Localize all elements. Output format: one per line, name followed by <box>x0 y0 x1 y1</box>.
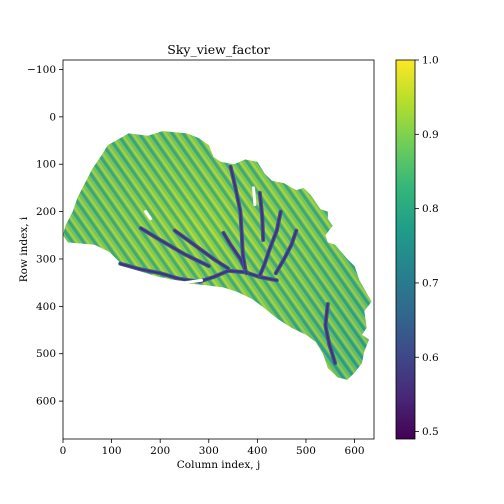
x-tick-label: 100 <box>102 445 122 457</box>
y-tick-label: −100 <box>27 64 56 76</box>
x-tick-label: 500 <box>296 445 316 457</box>
colorbar-tick-label: 1.0 <box>422 55 439 67</box>
y-tick-label: 300 <box>36 253 56 265</box>
plot-area <box>63 131 372 380</box>
nodata-gap <box>252 186 257 206</box>
terrain-shading <box>63 131 372 380</box>
x-tick-label: 400 <box>247 445 267 457</box>
x-axis-label: Column index, j <box>177 459 260 471</box>
y-tick-label: 400 <box>36 301 56 313</box>
colorbar-tick-label: 0.8 <box>422 203 439 215</box>
colorbar-ticks: 0.5 0.6 0.7 0.8 0.9 1.0 <box>415 55 439 438</box>
y-tick-label: 200 <box>36 206 56 218</box>
channel-core <box>119 262 278 283</box>
nodata-gap <box>118 266 203 285</box>
x-tick-label: 300 <box>199 445 219 457</box>
channel-core <box>139 227 210 268</box>
valley-channels <box>118 164 338 366</box>
y-tick-label: 100 <box>36 159 56 171</box>
colorbar-tick-label: 0.6 <box>422 352 439 364</box>
y-axis: −100 0 100 200 300 400 500 600 <box>27 64 63 408</box>
colorbar: 0.5 0.6 0.7 0.8 0.9 1.0 <box>395 55 439 440</box>
colorbar-gradient <box>395 59 416 440</box>
x-tick-label: 600 <box>345 445 365 457</box>
x-tick-label: 0 <box>60 445 67 457</box>
y-axis-label: Row index, i <box>18 216 30 282</box>
colorbar-tick-label: 0.9 <box>422 129 439 141</box>
nodata-gaps <box>118 186 257 285</box>
y-tick-label: 500 <box>36 348 56 360</box>
channel-core <box>324 303 337 365</box>
chart-title: Sky_view_factor <box>167 42 269 57</box>
channel-core <box>173 229 230 270</box>
y-tick-label: 600 <box>36 396 56 408</box>
channel-core <box>274 229 298 275</box>
x-tick-label: 200 <box>150 445 170 457</box>
heatmap-region <box>63 131 372 380</box>
colorbar-tick-label: 0.7 <box>422 277 439 289</box>
channel-core <box>258 210 282 277</box>
y-tick-label: 0 <box>49 111 56 123</box>
plot-frame <box>62 59 375 440</box>
nodata-gap <box>144 210 152 221</box>
x-axis: 0 100 200 300 400 500 600 <box>60 439 365 457</box>
channel-core <box>229 165 247 270</box>
channel-core <box>258 191 265 241</box>
colorbar-tick-label: 0.5 <box>422 426 439 438</box>
